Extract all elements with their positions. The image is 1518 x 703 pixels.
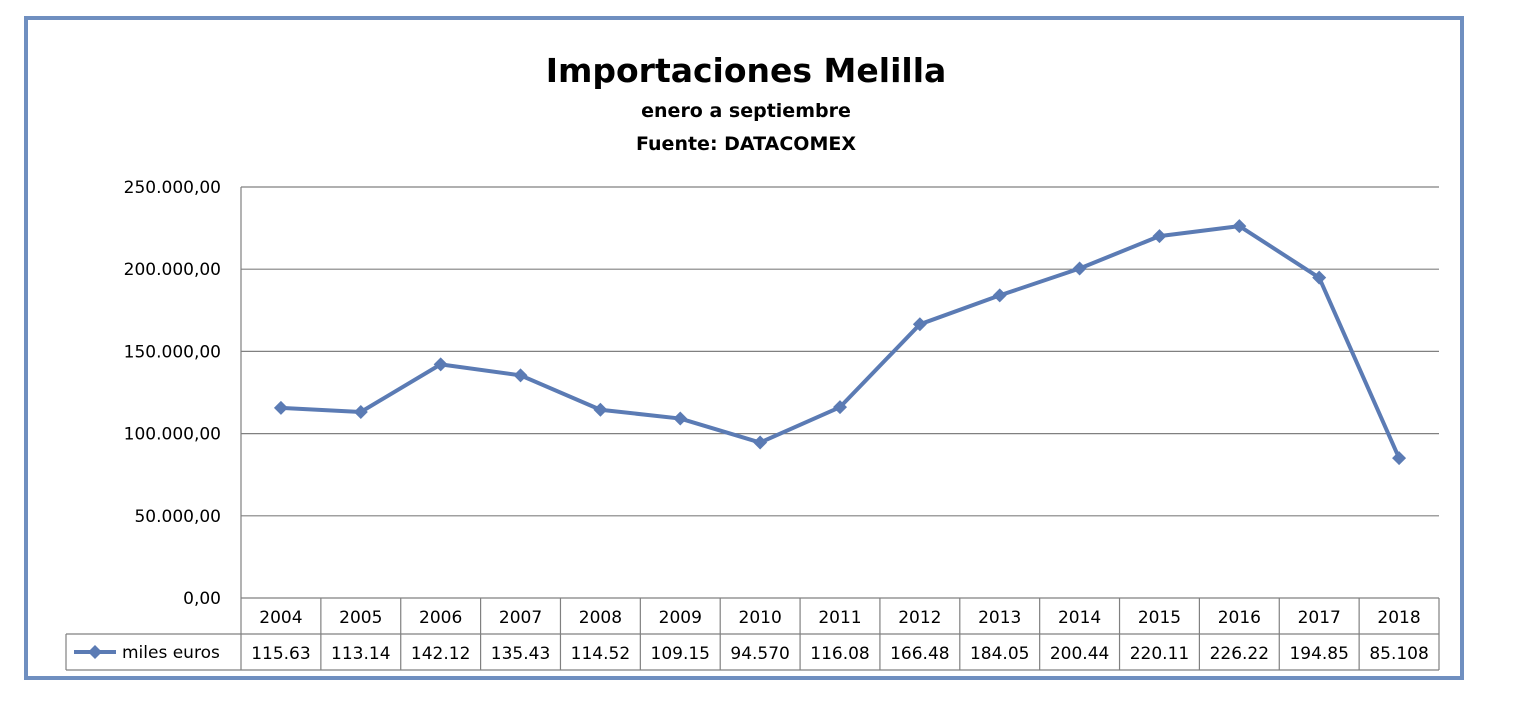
x-tick-label: 2004 [259,608,302,628]
y-tick-label: 50.000,00 [134,507,221,527]
data-point [1392,451,1407,466]
x-tick-label: 2005 [339,608,382,628]
data-point [1072,261,1087,276]
table-value: 113.14 [331,644,390,664]
gridlines [240,186,1439,598]
chart-svg: Importaciones Melilla enero a septiembre… [65,51,1440,671]
x-tick-label: 2015 [1138,608,1181,628]
table-value: 115.63 [251,644,310,664]
data-point [753,435,768,450]
x-tick-label: 2017 [1298,608,1341,628]
data-point [673,411,688,426]
table-value: 114.52 [571,644,630,664]
table-value: 226.22 [1210,644,1269,664]
x-tick-label: 2010 [739,608,782,628]
y-tick-label: 200.000,00 [124,260,221,280]
y-axis-ticks: 0,00 50.000,00 100.000,00 150.000,00 200.000… [124,178,221,609]
table-value: 142.12 [411,644,470,664]
chart-subtitle-2: Fuente: DATACOMEX [636,133,856,155]
data-table: 2004 115.63 2005 113.14 2006 142.12 2007 135.43… [65,597,1440,671]
x-tick-label: 2009 [659,608,702,628]
data-point [1152,229,1167,244]
data-point [353,404,368,419]
data-point [1232,219,1247,234]
data-point [833,400,847,415]
x-tick-label: 2016 [1218,608,1261,628]
legend-label: miles euros [122,643,220,663]
y-tick-label: 250.000,00 [124,178,221,198]
table-value: 94.570 [730,644,789,664]
legend-marker [88,645,102,659]
data-point [433,357,448,372]
y-tick-label: 0,00 [183,589,221,609]
table-value: 184.05 [970,644,1029,664]
y-tick-label: 100.000,00 [124,425,221,445]
table-value: 166.48 [890,644,949,664]
table-value: 194.85 [1289,644,1348,664]
data-point [912,317,927,332]
data-point [593,402,608,417]
series-line-group [273,219,1407,466]
series-line [280,224,1401,459]
y-tick-label: 150.000,00 [124,342,221,362]
x-tick-label: 2011 [818,608,861,628]
chart-frame: Importaciones Melilla enero a septiembre… [24,16,1464,680]
x-tick-label: 2014 [1058,608,1101,628]
chart-subtitle-1: enero a septiembre [641,100,851,122]
table-value: 220.11 [1130,644,1189,664]
data-point [513,368,528,383]
x-tick-label: 2018 [1377,608,1420,628]
x-tick-label: 2012 [898,608,941,628]
x-tick-label: 2006 [419,608,462,628]
table-value: 200.44 [1050,644,1109,664]
data-point [1312,270,1327,285]
x-tick-label: 2007 [499,608,542,628]
data-point [273,400,288,415]
table-value: 135.43 [491,644,550,664]
table-value: 116.08 [810,644,869,664]
table-value: 109.15 [651,644,710,664]
data-point [992,288,1007,303]
table-value: 85.108 [1369,644,1428,664]
chart-title: Importaciones Melilla [546,51,947,90]
x-tick-label: 2013 [978,608,1021,628]
x-tick-label: 2008 [579,608,622,628]
